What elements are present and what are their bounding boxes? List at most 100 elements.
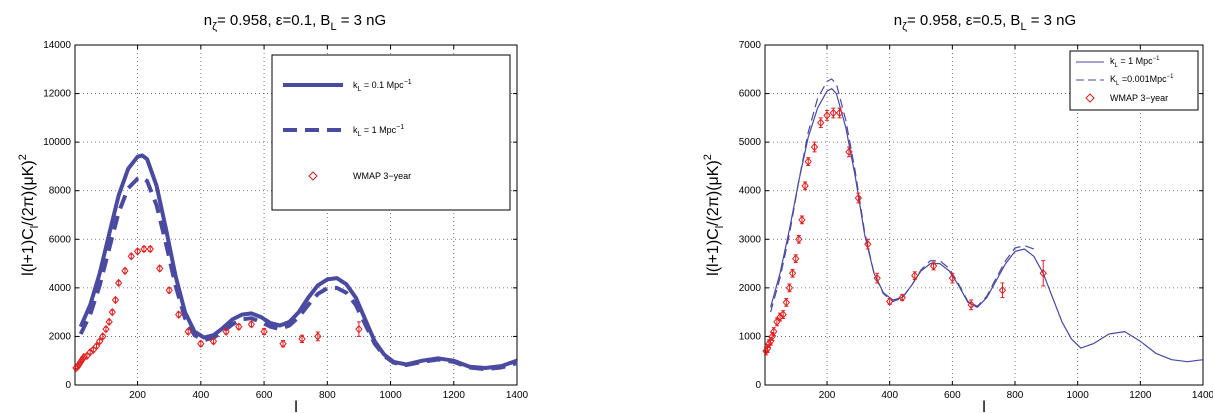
- data-point-marker: [86, 347, 94, 357]
- data-point-marker: [829, 108, 837, 118]
- data-point-marker: [886, 297, 894, 306]
- data-point-marker: [247, 320, 256, 329]
- chart-left: nζ= 0.958, ε=0.1, BL = 3 nG 200 400 600 800…: [17, 12, 529, 413]
- x-tick-label: 400: [192, 390, 209, 401]
- data-point-marker: [222, 327, 230, 336]
- legend-label: kL = 1 Mpc−1: [1110, 56, 1160, 69]
- data-point-marker: [792, 254, 800, 263]
- data-point-marker: [817, 118, 825, 127]
- y-tick-label: 1000: [739, 331, 762, 342]
- series-line-thin-solid: [770, 88, 1204, 363]
- data-point-marker: [279, 339, 287, 348]
- legend-diamond-marker: [1085, 93, 1095, 103]
- legend: kL = 0.1 Mpc−1 kL = 1 Mpc−1 WMAP 3−year: [271, 54, 511, 211]
- legend-label: WMAP 3−year: [1110, 93, 1168, 103]
- data-point-marker: [835, 108, 844, 118]
- y-tick-label: 5000: [739, 137, 762, 148]
- legend-label: WMAP 3−year: [353, 171, 411, 181]
- data-point-marker: [298, 334, 306, 344]
- x-tick-label: 200: [819, 390, 836, 401]
- x-tick-label: 1400: [1192, 390, 1213, 401]
- data-point-marker: [165, 286, 173, 295]
- data-point-marker: [80, 352, 88, 362]
- data-point-marker: [314, 332, 322, 341]
- data-point-marker: [99, 332, 107, 341]
- data-point-marker: [770, 327, 778, 336]
- x-tick-label: 1200: [443, 390, 466, 401]
- data-point-marker: [197, 339, 205, 348]
- data-point-marker: [967, 300, 975, 310]
- data-point-marker: [111, 295, 120, 305]
- data-point-marker: [108, 307, 116, 317]
- data-point-marker: [845, 147, 853, 157]
- data-point-marker: [184, 327, 192, 336]
- data-point-marker: [948, 273, 957, 283]
- data-point-marker: [785, 283, 794, 293]
- x-tick-label: 800: [319, 390, 336, 401]
- data-point-marker: [911, 271, 919, 280]
- data-point-marker: [795, 235, 803, 244]
- x-tick-label: 600: [256, 390, 273, 401]
- data-point-marker: [209, 337, 218, 346]
- y-tick-label: 2000: [49, 331, 72, 342]
- data-points: [762, 107, 1047, 356]
- y-tick-label: 12000: [43, 89, 71, 100]
- y-tick-label: 4000: [739, 186, 762, 197]
- data-point-marker: [140, 244, 148, 254]
- data-point-marker: [102, 324, 110, 334]
- data-point-marker: [873, 273, 881, 283]
- chart-right: nζ= 0.958, ε=0.5, BL = 3 nG 200 400 600 800…: [702, 12, 1213, 413]
- series-line-thick-dashed: [78, 175, 518, 372]
- legend-diamond-marker: [308, 171, 318, 181]
- y-axis-label: l(l+1)Cl/(2π)(μK)2: [17, 154, 41, 276]
- legend: kL = 1 Mpc−1 KL =0.001Mpc−1 WMAP 3−year: [1069, 50, 1199, 111]
- ticks: 200 400 600 800 1000 1200 1400 0 1000 2000 3000 400…: [739, 40, 1213, 401]
- data-point-marker: [1039, 269, 1047, 278]
- data-point-marker: [96, 337, 104, 346]
- data-points: [72, 244, 363, 373]
- series-line-thin-dashed: [770, 78, 1035, 313]
- legend-label: kL = 0.1 Mpc−1: [353, 79, 412, 93]
- x-axis-label: l: [982, 399, 986, 413]
- series: [770, 78, 1204, 363]
- data-point-marker: [355, 324, 363, 334]
- y-tick-label: 6000: [739, 89, 762, 100]
- data-point-marker: [235, 322, 243, 331]
- x-tick-label: 1400: [506, 390, 529, 401]
- x-tick-label: 800: [1007, 390, 1024, 401]
- data-point-marker: [801, 181, 809, 191]
- data-point-marker: [127, 252, 135, 261]
- data-point-marker: [779, 310, 787, 319]
- data-point-marker: [105, 317, 113, 327]
- series: [78, 153, 518, 372]
- data-point-marker: [854, 193, 863, 203]
- y-tick-label: 6000: [49, 234, 72, 245]
- chart-title: nζ= 0.958, ε=0.5, BL = 3 nG: [894, 12, 1076, 33]
- data-point-marker: [788, 269, 797, 278]
- legend-label: KL =0.001Mpc−1: [1110, 74, 1174, 87]
- x-tick-label: 400: [881, 390, 898, 401]
- chart-title: nζ= 0.958, ε=0.1, BL = 3 nG: [204, 12, 386, 33]
- data-point-marker: [156, 264, 164, 273]
- data-point-marker: [810, 142, 819, 152]
- legend-box: [271, 54, 511, 211]
- data-point-marker: [92, 341, 101, 351]
- legend-label: kL = 1 Mpc−1: [353, 124, 404, 138]
- data-point-marker: [114, 278, 123, 288]
- data-point-marker: [175, 310, 183, 319]
- y-axis-label: l(l+1)Cl/(2π)(μK)2: [702, 154, 726, 276]
- x-axis-label: l: [294, 399, 298, 413]
- y-tick-label: 14000: [43, 40, 71, 51]
- y-tick-label: 4000: [49, 283, 72, 294]
- data-point-marker: [998, 286, 1007, 295]
- data-point-marker: [823, 111, 831, 120]
- data-point-marker: [798, 215, 806, 225]
- y-tick-label: 8000: [49, 186, 72, 197]
- x-tick-label: 600: [944, 390, 961, 401]
- data-point-marker: [782, 298, 790, 307]
- data-point-marker: [804, 157, 812, 166]
- data-point-marker: [898, 293, 906, 302]
- x-tick-label: 1000: [1067, 390, 1090, 401]
- data-point-marker: [864, 239, 872, 249]
- y-tick-label: 3000: [739, 234, 762, 245]
